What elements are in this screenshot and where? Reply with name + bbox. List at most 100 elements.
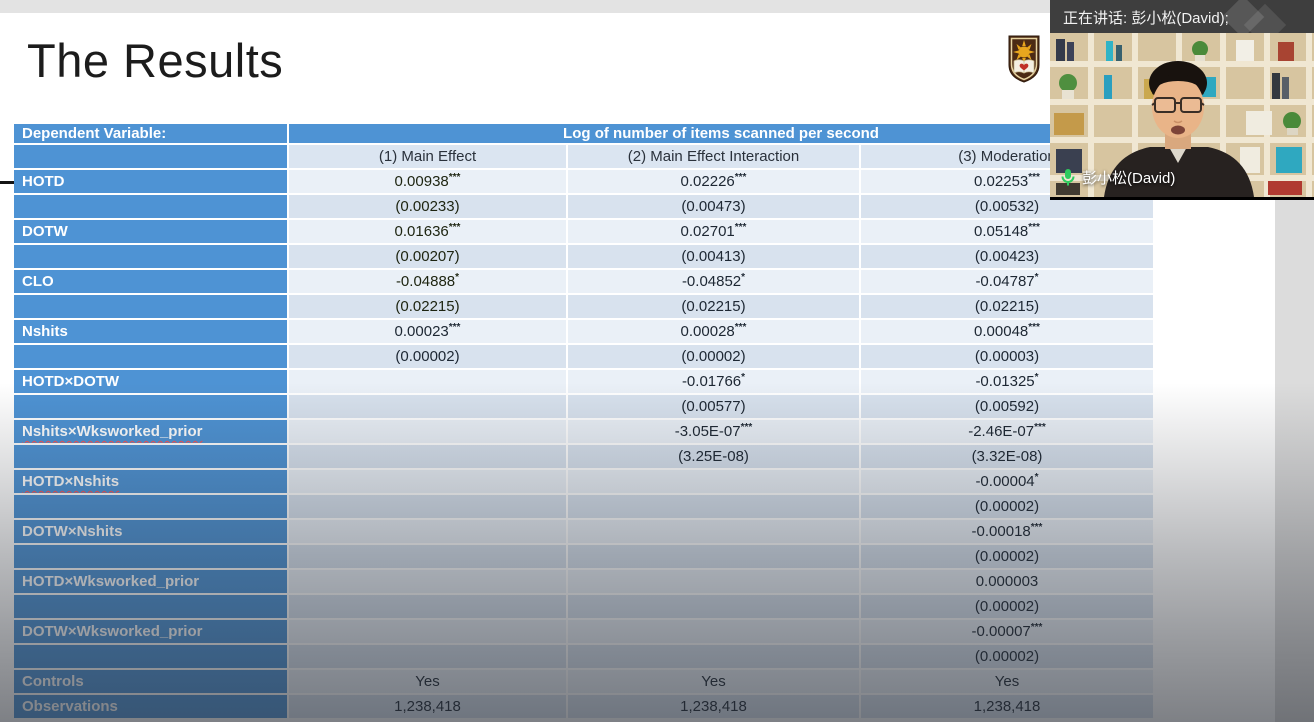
annotation-line <box>0 181 14 184</box>
row-label: Controls <box>14 670 289 695</box>
value-cell: -0.01325* <box>861 370 1155 395</box>
row-label: Nshits <box>14 320 289 345</box>
value-cell: Yes <box>568 670 861 695</box>
column-header-spacer <box>14 145 289 170</box>
value-cell: -0.00018*** <box>861 520 1155 545</box>
value-cell: (3.32E-08) <box>861 445 1155 470</box>
row-label: DOTW×Wksworked_prior <box>14 620 289 645</box>
value-cell: (0.00002) <box>568 345 861 370</box>
value-cell: 0.00028*** <box>568 320 861 345</box>
row-label <box>14 495 289 520</box>
value-cell <box>568 620 861 645</box>
row-label: DOTW×Nshits <box>14 520 289 545</box>
value-cell: -0.00007*** <box>861 620 1155 645</box>
value-cell: Yes <box>861 670 1155 695</box>
value-cell <box>289 470 568 495</box>
value-cell: (0.00002) <box>289 345 568 370</box>
value-cell: 0.02226*** <box>568 170 861 195</box>
value-cell: (0.00473) <box>568 195 861 220</box>
value-cell: (0.02215) <box>289 295 568 320</box>
value-cell: 1,238,418 <box>568 695 861 720</box>
row-label: HOTD <box>14 170 289 195</box>
value-cell: (0.00233) <box>289 195 568 220</box>
row-label <box>14 295 289 320</box>
value-cell: -0.01766* <box>568 370 861 395</box>
table-row: Nshits 0.00023*** 0.00028*** 0.00048*** <box>14 320 1155 345</box>
value-cell: (0.02215) <box>568 295 861 320</box>
value-cell <box>289 370 568 395</box>
value-cell: 1,238,418 <box>861 695 1155 720</box>
row-label: DOTW <box>14 220 289 245</box>
row-label: Observations <box>14 695 289 720</box>
table-row: HOTD 0.00938*** 0.02226*** 0.02253*** <box>14 170 1155 195</box>
table-row: (3.25E-08) (3.32E-08) <box>14 445 1155 470</box>
page-title: The Results <box>27 34 284 87</box>
value-cell: (0.02215) <box>861 295 1155 320</box>
microphone-icon <box>1061 169 1075 186</box>
dependent-variable-label: Dependent Variable: <box>14 124 289 145</box>
value-cell: 0.01636*** <box>289 220 568 245</box>
table-row: (0.00233) (0.00473) (0.00532) <box>14 195 1155 220</box>
value-cell: -0.00004* <box>861 470 1155 495</box>
participant-video-panel[interactable]: 正在讲话: 彭小松(David); <box>1050 0 1314 200</box>
value-cell: -2.46E-07*** <box>861 420 1155 445</box>
table-row: (0.00002) (0.00002) (0.00003) <box>14 345 1155 370</box>
table-row: DOTW×Nshits -0.00018*** <box>14 520 1155 545</box>
table-row: (0.00002) <box>14 595 1155 620</box>
table-row: CLO -0.04888* -0.04852* -0.04787* <box>14 270 1155 295</box>
value-cell: (0.00207) <box>289 245 568 270</box>
value-cell <box>568 595 861 620</box>
row-label <box>14 595 289 620</box>
value-cell: 1,238,418 <box>289 695 568 720</box>
table-row: Controls Yes Yes Yes <box>14 670 1155 695</box>
value-cell <box>289 620 568 645</box>
value-cell: 0.00023*** <box>289 320 568 345</box>
row-label <box>14 195 289 220</box>
value-cell: 0.02701*** <box>568 220 861 245</box>
value-cell: -0.04888* <box>289 270 568 295</box>
value-cell: 0.00048*** <box>861 320 1155 345</box>
table-row: (0.02215) (0.02215) (0.02215) <box>14 295 1155 320</box>
value-cell <box>568 645 861 670</box>
value-cell <box>289 645 568 670</box>
value-cell <box>289 495 568 520</box>
value-cell: Yes <box>289 670 568 695</box>
value-cell <box>568 520 861 545</box>
row-label: CLO <box>14 270 289 295</box>
value-cell: 0.000003 <box>861 570 1155 595</box>
value-cell <box>289 570 568 595</box>
table-row: Nshits×Wksworked_prior -3.05E-07*** -2.46E… <box>14 420 1155 445</box>
column-header-row: (1) Main Effect (2) Main Effect Interact… <box>14 145 1155 170</box>
table-header-row: Dependent Variable: Log of number of ite… <box>14 124 1155 145</box>
participant-name-tag: 彭小松(David) <box>1060 167 1175 188</box>
value-cell: (0.00002) <box>861 595 1155 620</box>
table-row: HOTD×DOTW -0.01766* -0.01325* <box>14 370 1155 395</box>
value-cell <box>289 445 568 470</box>
table-row: (0.00002) <box>14 545 1155 570</box>
value-cell: (0.00577) <box>568 395 861 420</box>
value-cell: -0.04787* <box>861 270 1155 295</box>
value-cell <box>568 470 861 495</box>
table-row: (0.00207) (0.00413) (0.00423) <box>14 245 1155 270</box>
table-row: (0.00577) (0.00592) <box>14 395 1155 420</box>
participant-video[interactable]: 彭小松(David) <box>1050 33 1314 200</box>
dependent-variable-value: Log of number of items scanned per secon… <box>289 124 1155 145</box>
row-label: Nshits×Wksworked_prior <box>14 420 289 445</box>
value-cell: (0.00592) <box>861 395 1155 420</box>
value-cell: (0.00002) <box>861 645 1155 670</box>
row-label <box>14 545 289 570</box>
column-header-1: (1) Main Effect <box>289 145 568 170</box>
row-label: HOTD×Nshits <box>14 470 289 495</box>
row-label <box>14 645 289 670</box>
value-cell <box>289 395 568 420</box>
column-header-2: (2) Main Effect Interaction <box>568 145 861 170</box>
participant-name: 彭小松(David) <box>1082 170 1176 187</box>
table-body: HOTD 0.00938*** 0.02226*** 0.02253*** (0.002… <box>14 170 1155 720</box>
university-crest-logo <box>1008 35 1040 83</box>
value-cell <box>289 420 568 445</box>
value-cell: (0.00003) <box>861 345 1155 370</box>
table-row: (0.00002) <box>14 495 1155 520</box>
value-cell: (0.00423) <box>861 245 1155 270</box>
row-label <box>14 445 289 470</box>
